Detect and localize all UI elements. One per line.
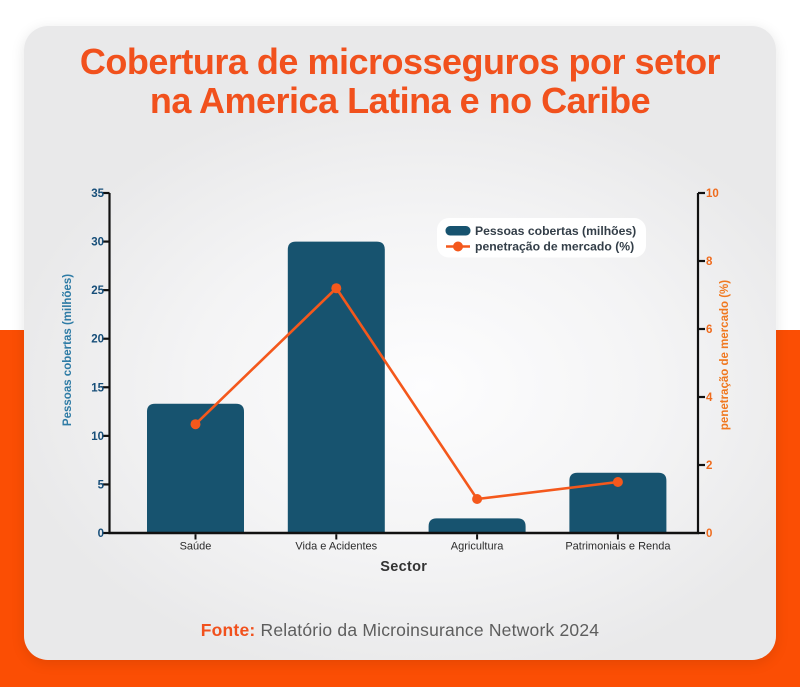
source-text: Relatório da Microinsurance Network 2024	[255, 620, 600, 640]
source-note: Fonte: Relatório da Microinsurance Netwo…	[24, 620, 776, 641]
source-label: Fonte:	[200, 620, 256, 640]
page-title-line1: Cobertura de microsseguros por setor	[79, 41, 721, 82]
page-title-line2: na America Latina e no Caribe	[149, 80, 651, 121]
card: Cobertura de microsseguros por setor na …	[24, 26, 776, 660]
page-title: Cobertura de microsseguros por setor na …	[24, 42, 776, 120]
